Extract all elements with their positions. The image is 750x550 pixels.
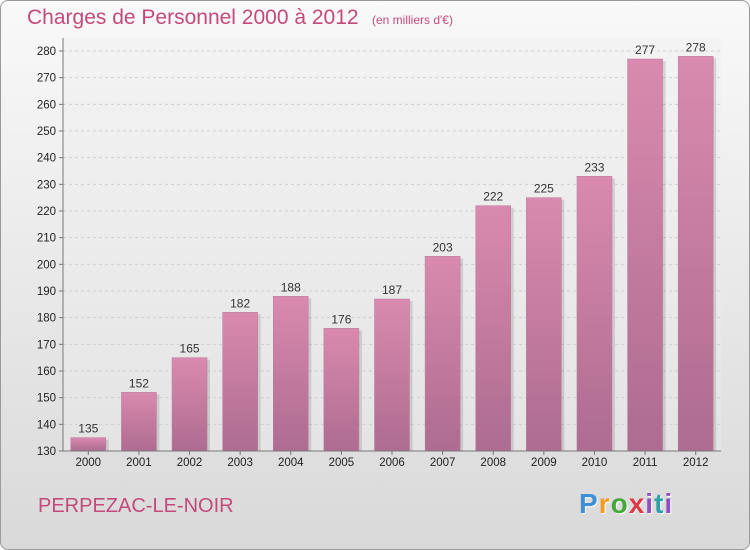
y-tick-label: 280 (37, 46, 56, 58)
value-label-2002: 165 (180, 342, 200, 356)
location-name: PERPEZAC-LE-NOIR (38, 495, 234, 517)
x-tick-label-2007: 2007 (430, 457, 456, 469)
proxiti-logo: Proxiti (579, 488, 674, 519)
y-tick-label: 150 (37, 393, 56, 405)
bar-2008 (475, 205, 511, 452)
bar-2001 (121, 392, 157, 452)
chart-title: Charges de Personnel 2000 à 2012 (27, 6, 359, 29)
bar-2006 (374, 298, 410, 452)
bar-2003 (222, 312, 258, 452)
y-tick-label: 210 (37, 233, 56, 245)
bar-2007 (424, 256, 461, 452)
y-tick-label: 220 (37, 206, 56, 218)
y-tick-label: 260 (37, 99, 56, 111)
y-tick-label: 230 (37, 179, 56, 191)
x-tick-label-2010: 2010 (582, 457, 608, 469)
x-tick-label-2005: 2005 (329, 457, 355, 469)
x-tick-label-2000: 2000 (76, 457, 102, 469)
x-tick-label-2009: 2009 (531, 457, 557, 469)
y-tick-label: 270 (37, 73, 56, 85)
x-tick-label-2003: 2003 (227, 457, 253, 469)
value-label-2003: 182 (230, 296, 250, 310)
x-tick-label-2012: 2012 (683, 457, 709, 469)
chart-subtitle: (en milliers d'€) (372, 13, 453, 27)
bar-2009 (526, 197, 562, 452)
x-tick-label-2002: 2002 (177, 457, 203, 469)
y-tick-label: 250 (37, 126, 56, 138)
value-label-2006: 187 (382, 283, 402, 297)
y-tick-label: 170 (37, 339, 56, 351)
x-tick-label-2001: 2001 (126, 457, 152, 469)
value-label-2004: 188 (281, 280, 301, 294)
y-tick-label: 190 (37, 286, 56, 298)
value-label-2005: 176 (331, 312, 351, 326)
y-tick-label: 140 (37, 419, 56, 431)
bar-2012 (677, 56, 714, 452)
y-tick-label: 180 (37, 313, 56, 325)
bar-2004 (273, 296, 309, 452)
x-tick-label-2008: 2008 (480, 457, 506, 469)
x-tick-label-2006: 2006 (379, 457, 405, 469)
bar-2010 (576, 176, 613, 452)
value-label-2012: 278 (686, 40, 706, 54)
y-tick-label: 160 (37, 366, 56, 378)
y-tick-label: 130 (37, 446, 56, 458)
value-label-2001: 152 (129, 376, 149, 390)
bar-2002 (171, 357, 208, 452)
value-label-2000: 135 (78, 422, 98, 436)
x-tick-label-2011: 2011 (633, 457, 658, 469)
value-label-2007: 203 (433, 240, 453, 254)
value-label-2011: 277 (635, 43, 655, 57)
bar-2000 (70, 437, 107, 452)
bar-2005 (323, 328, 360, 452)
value-label-2008: 222 (483, 190, 503, 204)
value-label-2010: 233 (584, 160, 604, 174)
x-tick-label-2004: 2004 (278, 457, 304, 469)
y-tick-label: 240 (37, 153, 56, 165)
bar-2011 (627, 58, 663, 452)
y-tick-label: 200 (37, 259, 56, 271)
value-label-2009: 225 (534, 182, 554, 196)
